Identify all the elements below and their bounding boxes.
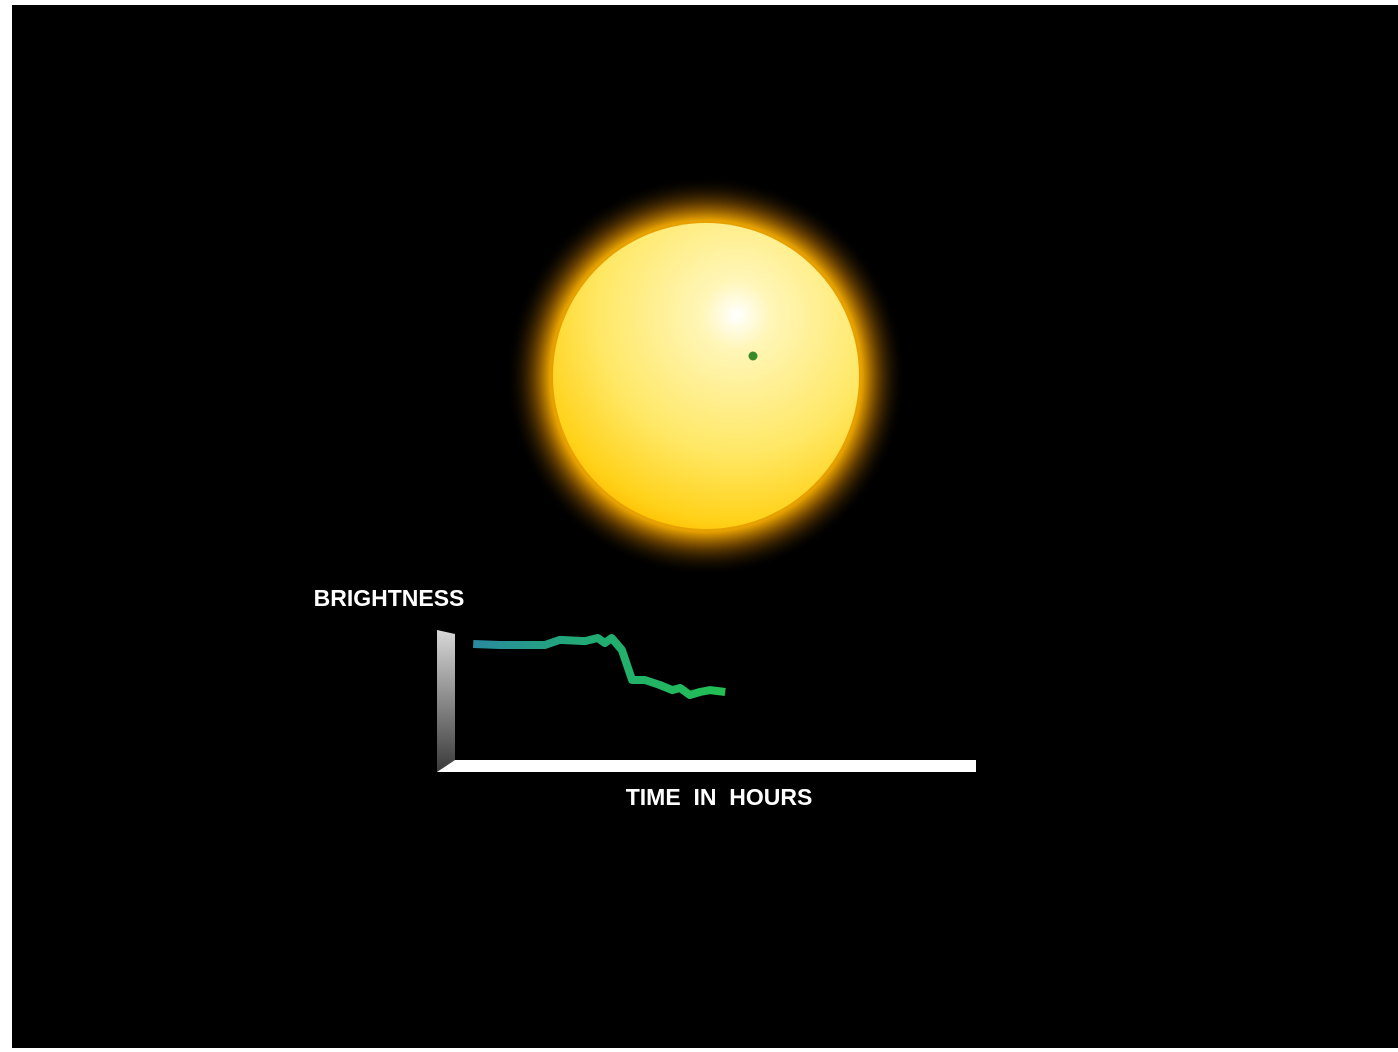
sun — [553, 223, 859, 529]
scene: BRIGHTNESS TIME IN HOURS — [0, 0, 1398, 1052]
page: BRIGHTNESS TIME IN HOURS (() => { const … — [0, 0, 1398, 1052]
y-axis-bar — [437, 630, 455, 772]
x-axis-bar — [437, 760, 976, 772]
y-axis-label: BRIGHTNESS — [314, 585, 465, 611]
x-axis-label: TIME IN HOURS — [626, 784, 813, 810]
planet — [749, 352, 758, 361]
